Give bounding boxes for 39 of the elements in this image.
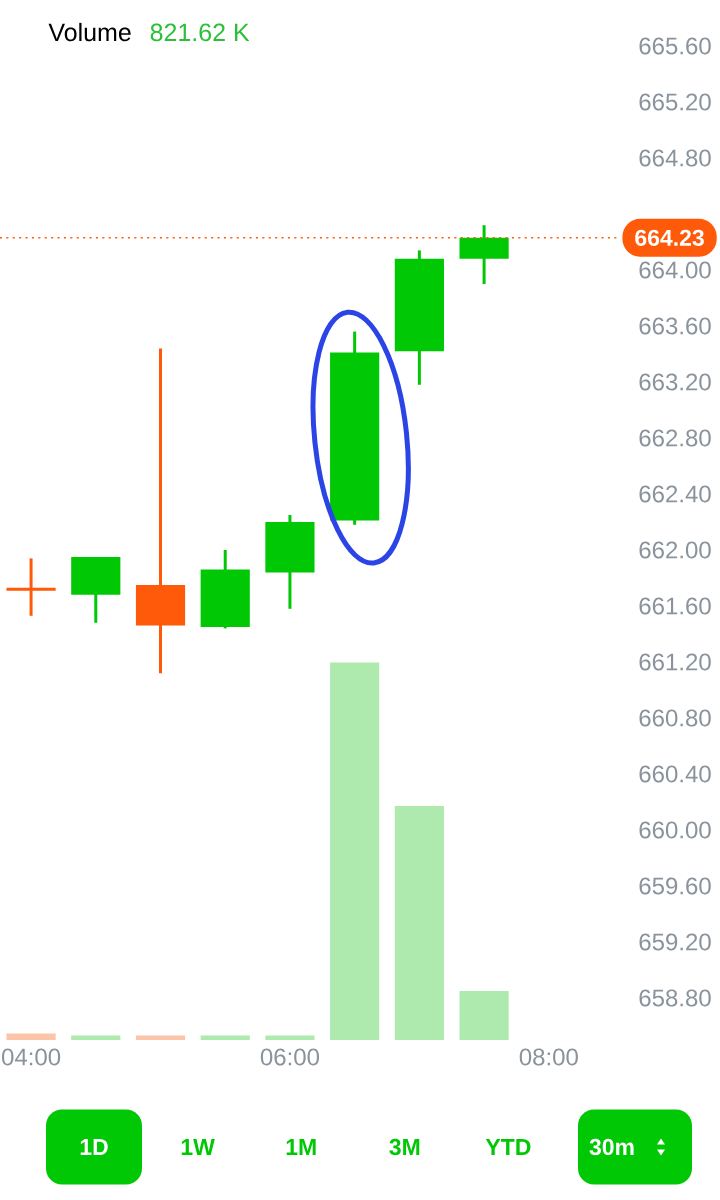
text: 821.62 K — [150, 23, 250, 42]
bar — [135, 1035, 186, 1040]
y-tick-label: 665.20 — [639, 93, 711, 111]
chart-title: Volume — [48, 22, 131, 42]
x-tick-label: 06:00 — [260, 1048, 320, 1066]
text: 1D — [80, 1139, 108, 1155]
text: 30m — [589, 1138, 634, 1156]
y-tick-label: 665.60 — [639, 37, 711, 55]
text: 1M — [286, 1139, 316, 1155]
y-tick-label: 660.80 — [639, 709, 711, 727]
y-tick-label: 661.60 — [639, 597, 711, 615]
candlestick — [135, 348, 186, 675]
y-tick-label: 664.00 — [639, 261, 711, 279]
y-tick-label: 658.80 — [639, 989, 711, 1007]
candlestick — [6, 558, 56, 616]
text: 3M — [389, 1138, 420, 1156]
bar — [200, 1035, 250, 1040]
bar — [265, 1035, 315, 1040]
y-tick-label: 664.80 — [639, 149, 711, 167]
bar — [71, 1035, 121, 1040]
ref-line-label: 664.23 — [635, 229, 704, 246]
x-tick-label: 08:00 — [519, 1048, 578, 1066]
x-tick-label: 04:00 — [1, 1048, 61, 1066]
y-tick-label: 659.60 — [639, 877, 711, 895]
y-tick-label: 662.80 — [639, 429, 711, 447]
y-tick-label: 662.00 — [639, 541, 711, 559]
bar — [394, 805, 444, 1040]
y-tick-label: 660.40 — [639, 765, 711, 783]
bar — [330, 662, 380, 1040]
y-tick-label: 659.20 — [639, 933, 711, 951]
bar — [6, 1033, 56, 1040]
text: 1W — [181, 1139, 215, 1155]
text: YTD — [485, 1139, 531, 1155]
y-tick-label: 663.60 — [639, 317, 711, 335]
y-tick-label: 660.00 — [639, 821, 711, 839]
y-tick-label: 661.20 — [639, 653, 711, 671]
y-tick-label: 663.20 — [639, 373, 711, 391]
y-tick-label: 662.40 — [639, 485, 711, 503]
bar — [459, 990, 509, 1040]
